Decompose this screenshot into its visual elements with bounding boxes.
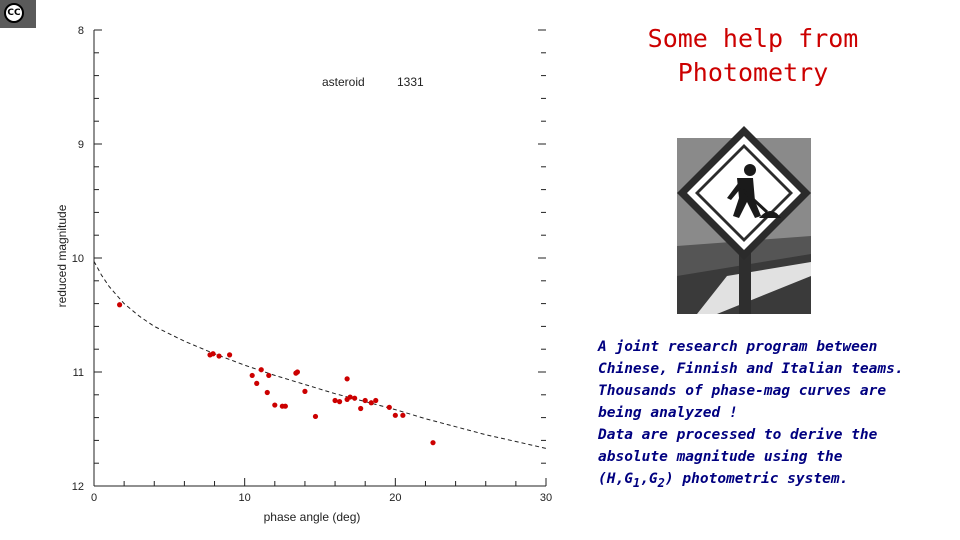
data-point (312, 413, 319, 420)
slide-title-line2: Photometry (677, 58, 829, 87)
y-axis-title: reduced magnitude (55, 204, 69, 307)
data-point (400, 412, 406, 418)
y-tick-label: 12 (72, 481, 84, 493)
fit-curve-line (93, 261, 547, 449)
slide-body-text: A joint research program between Chinese… (598, 336, 943, 494)
slide-text-line: Data are processed to derive the (598, 427, 878, 443)
x-tick-label: 20 (389, 492, 401, 504)
x-tick-label: 10 (239, 492, 251, 504)
slide-text-line: ) photometric system. (664, 471, 849, 487)
slide-title-line1: Some help from (647, 24, 859, 53)
slide-text-line: A joint research program between (598, 339, 878, 355)
creative-commons-icon: CC (4, 3, 24, 23)
data-point (266, 372, 272, 379)
slide-text-line: absolute magnitude using the (598, 449, 843, 465)
slide-title: Some help from Photometry (598, 22, 908, 90)
data-point (117, 302, 123, 308)
y-tick-label: 8 (78, 25, 84, 37)
chart-annotation-number: 1331 (397, 75, 424, 89)
subscript-one: 1 (632, 475, 641, 490)
x-axis-title: phase angle (deg) (264, 510, 361, 524)
data-point (386, 404, 392, 410)
data-point (362, 397, 368, 404)
data-point (302, 388, 308, 394)
data-point (373, 397, 379, 404)
chart-annotation-label: asteroid (322, 75, 365, 89)
data-point (227, 352, 233, 358)
creative-commons-badge: CC (0, 0, 36, 28)
axis-ticks: 8 9 10 11 12 0 10 20 30 (72, 25, 552, 504)
slide-text-line: Thousands of phase-mag curves are (598, 383, 887, 399)
y-tick-label: 9 (78, 139, 84, 151)
slide-text-line: being analyzed ! (598, 405, 738, 421)
data-point (294, 369, 300, 375)
slide-text-line: (H,G (598, 471, 633, 487)
data-point (264, 389, 270, 396)
data-point (282, 403, 288, 409)
data-point (258, 367, 264, 373)
data-point (272, 402, 278, 408)
y-tick-label: 11 (73, 367, 84, 379)
data-point (347, 394, 353, 400)
fit-curve (93, 261, 547, 449)
data-point (336, 399, 343, 405)
data-point (344, 376, 350, 382)
x-tick-label: 30 (540, 492, 552, 504)
data-point (430, 440, 436, 446)
phase-curve-chart: 8 9 10 11 12 0 10 20 30 asteroid 1331 phase angl… (55, 25, 552, 524)
x-tick-label: 0 (91, 492, 97, 504)
data-point (210, 351, 216, 357)
data-point (392, 412, 398, 418)
data-point (368, 400, 374, 406)
construction-sign-icon (677, 126, 811, 314)
y-tick-label: 10 (72, 253, 84, 265)
plot-frame (93, 30, 546, 487)
data-points (117, 302, 436, 446)
slide-text-line: Chinese, Finnish and Italian teams. (598, 361, 904, 377)
data-point (254, 380, 260, 386)
slide-text-line: ,G (640, 471, 658, 487)
data-point (358, 405, 364, 412)
data-point (332, 397, 338, 404)
data-point (352, 395, 358, 401)
data-point (216, 353, 222, 359)
data-point (249, 372, 255, 379)
subscript-two: 2 (657, 475, 665, 490)
